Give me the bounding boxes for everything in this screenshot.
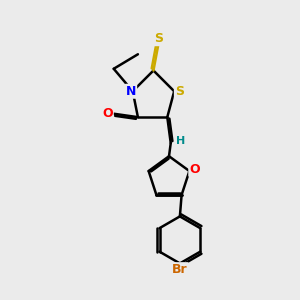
- Text: N: N: [126, 85, 136, 98]
- Text: S: S: [175, 85, 184, 98]
- Text: O: O: [102, 106, 113, 119]
- Text: H: H: [176, 136, 185, 146]
- Text: S: S: [154, 32, 163, 45]
- Text: Br: Br: [172, 263, 188, 276]
- Text: O: O: [189, 163, 200, 176]
